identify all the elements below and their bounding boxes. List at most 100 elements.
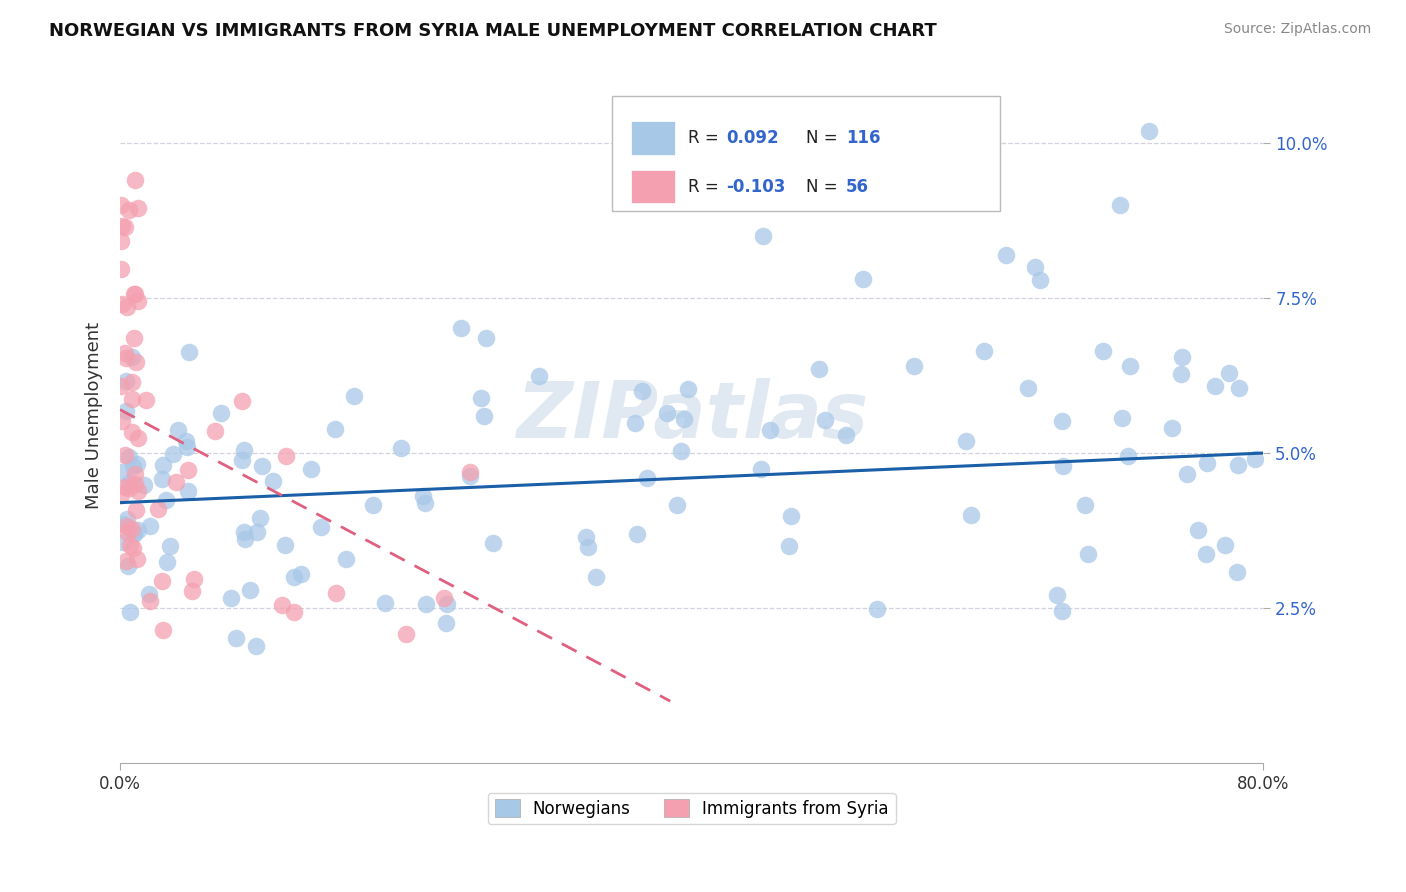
Point <box>152 458 174 472</box>
Point <box>152 623 174 637</box>
Point <box>1213 538 1236 552</box>
Point <box>470 391 492 405</box>
Point <box>1204 378 1226 392</box>
Point <box>115 300 138 314</box>
Text: ZIPatlas: ZIPatlas <box>516 378 868 454</box>
Point <box>309 520 332 534</box>
FancyBboxPatch shape <box>612 96 1001 211</box>
Point <box>183 572 205 586</box>
Point <box>121 458 143 473</box>
Point <box>176 483 198 498</box>
Text: 56: 56 <box>846 178 869 195</box>
Point <box>111 219 134 233</box>
Point <box>146 502 169 516</box>
Point <box>1170 367 1192 381</box>
Point <box>576 540 599 554</box>
Point <box>1195 547 1218 561</box>
Text: R =: R = <box>689 178 724 195</box>
Point <box>389 441 412 455</box>
Point <box>118 605 141 619</box>
Point <box>270 598 292 612</box>
Point <box>115 554 138 568</box>
Point <box>415 597 437 611</box>
Point <box>1226 458 1249 472</box>
Point <box>231 452 253 467</box>
Point <box>835 428 858 442</box>
Point <box>1111 411 1133 425</box>
Point <box>121 375 143 389</box>
Point <box>118 538 141 552</box>
Point <box>283 605 305 619</box>
Point <box>124 286 146 301</box>
Point <box>1052 604 1074 618</box>
Point <box>165 475 187 490</box>
Point <box>125 552 148 566</box>
Point <box>127 293 149 308</box>
Point <box>114 480 136 494</box>
Point <box>250 458 273 473</box>
Point <box>669 443 692 458</box>
Point <box>125 457 148 471</box>
Point <box>433 591 456 606</box>
Point <box>134 477 156 491</box>
Point <box>276 450 298 464</box>
Point <box>361 498 384 512</box>
Point <box>1074 498 1097 512</box>
Point <box>299 462 322 476</box>
Point <box>959 508 981 523</box>
Point <box>458 465 481 479</box>
Point <box>181 583 204 598</box>
Point <box>219 591 242 606</box>
Point <box>759 423 782 437</box>
Point <box>1046 588 1069 602</box>
Point <box>209 406 232 420</box>
Point <box>1028 273 1050 287</box>
Point <box>127 431 149 445</box>
Point <box>115 351 138 366</box>
Point <box>395 627 418 641</box>
Point <box>262 474 284 488</box>
Point <box>138 587 160 601</box>
Point <box>110 234 132 248</box>
Point <box>111 465 134 479</box>
Point <box>162 447 184 461</box>
Point <box>323 421 346 435</box>
Point <box>636 471 658 485</box>
Point <box>118 481 141 495</box>
Point <box>121 392 143 406</box>
Point <box>121 351 143 365</box>
Point <box>665 498 688 512</box>
Point <box>780 509 803 524</box>
Point <box>177 463 200 477</box>
Point <box>124 477 146 491</box>
Point <box>436 597 458 611</box>
Point <box>1227 381 1250 395</box>
Point <box>1218 366 1240 380</box>
Point <box>111 414 134 428</box>
Point <box>246 524 269 539</box>
Point <box>249 511 271 525</box>
Point <box>117 512 139 526</box>
Point <box>807 362 830 376</box>
Point <box>117 558 139 573</box>
Point <box>124 467 146 482</box>
Point <box>1175 467 1198 482</box>
Point <box>325 586 347 600</box>
Point <box>1092 344 1115 359</box>
Point <box>1170 350 1192 364</box>
Point <box>111 516 134 531</box>
Point <box>127 201 149 215</box>
Point <box>117 525 139 540</box>
Text: N =: N = <box>806 178 844 195</box>
Y-axis label: Male Unemployment: Male Unemployment <box>86 322 103 509</box>
Point <box>118 202 141 217</box>
Point <box>626 527 648 541</box>
Point <box>1024 260 1046 274</box>
Point <box>177 344 200 359</box>
Point <box>115 404 138 418</box>
Point <box>343 389 366 403</box>
Text: 0.092: 0.092 <box>725 129 779 147</box>
Point <box>125 354 148 368</box>
Point <box>114 448 136 462</box>
Point <box>529 369 551 384</box>
